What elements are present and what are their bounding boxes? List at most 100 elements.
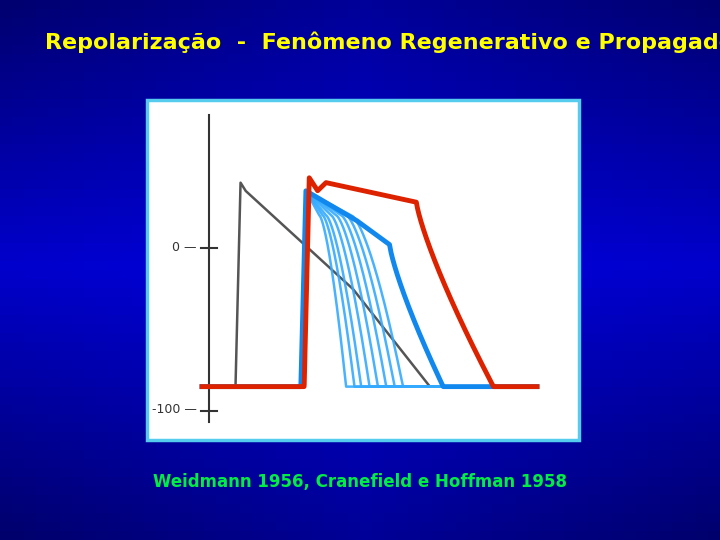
Bar [192,0,204,540]
Text: -100 —: -100 — [152,403,197,416]
Bar [372,0,384,540]
Bar [564,0,576,540]
Bar [0,396,720,405]
Bar [0,108,720,117]
Bar [60,0,72,540]
Bar [264,0,276,540]
Text: Weidmann 1956, Cranefield e Hoffman 1958: Weidmann 1956, Cranefield e Hoffman 1958 [153,473,567,491]
Bar [0,306,720,315]
Bar [0,468,720,477]
Bar [12,0,24,540]
Bar [432,0,444,540]
Bar [696,0,708,540]
Bar [0,63,720,72]
Bar [600,0,612,540]
Bar [0,261,720,270]
Bar [156,0,168,540]
Bar [240,0,252,540]
Bar [708,0,720,540]
Bar [0,189,720,198]
Bar [504,0,516,540]
Bar [84,0,96,540]
Bar [0,81,720,90]
Bar [0,333,720,342]
Bar [528,0,540,540]
Bar [288,0,300,540]
Bar [48,0,60,540]
Bar [0,522,720,531]
Bar [0,351,720,360]
Bar [0,216,720,225]
Bar [0,180,720,189]
Bar [0,387,720,396]
Bar [0,405,720,414]
Bar [0,378,720,387]
Bar [0,369,720,378]
Bar [552,0,564,540]
Bar [0,18,720,27]
Bar [624,0,636,540]
Bar [96,0,108,540]
Bar [648,0,660,540]
Bar [216,0,228,540]
Bar [468,0,480,540]
Bar [0,414,720,423]
Bar [0,495,720,504]
Bar [132,0,144,540]
Bar [0,0,12,540]
Bar [0,315,720,324]
Bar [0,144,720,153]
Bar [0,135,720,144]
Bar [0,270,720,279]
Bar [204,0,216,540]
Bar [0,531,720,540]
Bar [660,0,672,540]
Bar [0,504,720,513]
Bar [0,450,720,459]
Bar [396,0,408,540]
Bar [324,0,336,540]
Bar [0,459,720,468]
Bar [444,0,456,540]
Bar [540,0,552,540]
Bar [0,225,720,234]
Bar [120,0,132,540]
Bar [0,90,720,99]
Bar [0,27,720,36]
Bar [144,0,156,540]
Bar [516,0,528,540]
Bar [0,288,720,297]
Bar [0,252,720,261]
Bar [0,234,720,243]
Bar [0,36,720,45]
Bar [0,126,720,135]
Bar [0,207,720,216]
Bar [168,0,180,540]
Bar [276,0,288,540]
Bar [72,0,84,540]
Bar [420,0,432,540]
Bar [180,0,192,540]
Bar [0,117,720,126]
Bar [0,99,720,108]
Bar [0,171,720,180]
FancyBboxPatch shape [147,100,579,440]
Bar [0,477,720,486]
Bar [0,423,720,432]
Bar [612,0,624,540]
Bar [456,0,468,540]
Bar [0,297,720,306]
Bar [312,0,324,540]
Bar [36,0,48,540]
Bar [0,324,720,333]
Text: 0 —: 0 — [173,241,197,254]
Bar [300,0,312,540]
Bar [0,0,720,9]
Bar [0,513,720,522]
Bar [0,342,720,351]
Bar [252,0,264,540]
Bar [0,198,720,207]
Text: Repolarização  -  Fenômeno Regenerativo e Propagado: Repolarização - Fenômeno Regenerativo e … [45,31,720,53]
Bar [0,162,720,171]
Bar [24,0,36,540]
